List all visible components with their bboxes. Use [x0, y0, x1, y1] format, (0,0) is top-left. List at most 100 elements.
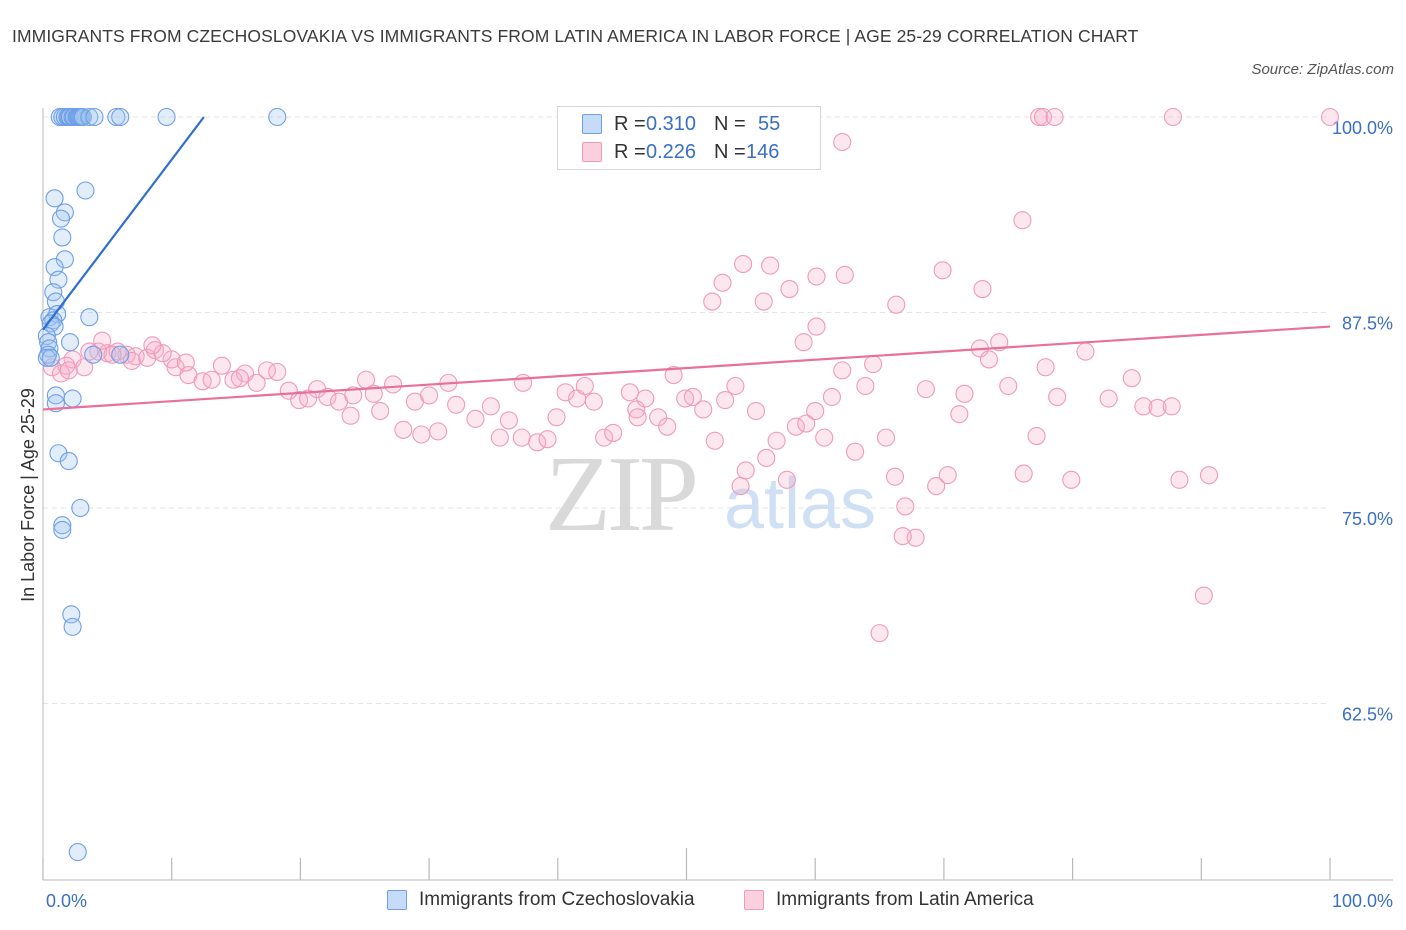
point-latin-america: [604, 423, 623, 442]
point-latin-america: [364, 384, 383, 403]
y-tick-label: 75.0%: [1342, 509, 1393, 529]
point-latin-america: [93, 331, 112, 350]
point-latin-america: [705, 431, 724, 450]
point-latin-america: [1194, 586, 1213, 605]
watermark: ZIP atlas: [545, 435, 876, 554]
point-latin-america: [514, 373, 533, 392]
legend-r-label: R =: [614, 140, 646, 163]
point-latin-america: [59, 361, 78, 380]
legend-row-latin: R = 0.226 N = 146: [582, 140, 779, 164]
point-latin-america: [1045, 107, 1064, 127]
y-axis-label: In Labor Force | Age 25-29: [18, 388, 38, 602]
point-czechoslovakia: [39, 345, 58, 364]
point-latin-america: [1148, 398, 1167, 417]
point-latin-america: [143, 336, 162, 355]
point-latin-america: [584, 392, 603, 411]
point-czechoslovakia: [39, 333, 58, 352]
series-legend: Immigrants from Czechoslovakia Immigrant…: [0, 889, 1406, 915]
point-czechoslovakia: [68, 843, 87, 862]
point-czechoslovakia: [41, 348, 60, 367]
legend-item-czechoslovakia[interactable]: Immigrants from Czechoslovakia: [387, 889, 695, 911]
point-czechoslovakia: [59, 452, 78, 471]
point-czechoslovakia: [63, 617, 82, 636]
point-latin-america: [344, 386, 363, 405]
point-czechoslovakia: [107, 107, 126, 127]
point-latin-america: [767, 431, 786, 450]
point-latin-america: [807, 267, 826, 286]
point-czechoslovakia: [157, 107, 176, 127]
point-latin-america: [786, 417, 805, 436]
point-czechoslovakia: [71, 498, 90, 518]
point-latin-america: [268, 362, 287, 381]
point-latin-america: [1122, 369, 1141, 388]
point-latin-america: [726, 376, 745, 396]
point-latin-america: [429, 422, 448, 441]
legend-n-label: N =: [714, 140, 746, 163]
legend-swatch: [744, 890, 764, 910]
point-latin-america: [394, 420, 413, 439]
point-latin-america: [212, 356, 231, 375]
watermark-atlas: atlas: [724, 464, 876, 544]
point-latin-america: [1030, 107, 1049, 127]
point-latin-america: [927, 477, 946, 496]
legend-n-value: 146: [746, 140, 780, 163]
legend-row-czech: R = 0.310 N = 55: [582, 112, 780, 136]
trend-lines: [42, 116, 1331, 411]
point-latin-america: [247, 373, 266, 392]
point-latin-america: [856, 376, 875, 396]
point-latin-america: [412, 425, 431, 444]
point-latin-america: [1162, 397, 1181, 416]
point-latin-america: [1199, 466, 1219, 485]
point-latin-america: [1163, 107, 1183, 127]
legend-swatch-czech: [582, 114, 602, 134]
point-latin-america: [716, 391, 735, 410]
point-latin-america: [447, 395, 466, 414]
point-latin-america: [887, 295, 906, 314]
point-latin-america: [193, 372, 212, 391]
point-latin-america: [835, 265, 854, 285]
point-latin-america: [797, 414, 816, 433]
point-latin-america: [713, 273, 732, 292]
legend-n-label: N =: [714, 112, 746, 135]
point-latin-america: [955, 384, 974, 403]
point-latin-america: [938, 466, 957, 485]
point-latin-america: [176, 353, 195, 372]
point-latin-america: [973, 279, 992, 299]
legend-item-latin-america[interactable]: Immigrants from Latin America: [744, 889, 1034, 911]
point-latin-america: [664, 366, 683, 385]
point-latin-america: [979, 350, 998, 369]
point-latin-america: [575, 376, 594, 396]
point-czechoslovakia: [44, 311, 63, 330]
point-czechoslovakia: [45, 189, 64, 208]
point-latin-america: [864, 355, 883, 374]
point-latin-america: [1062, 470, 1081, 489]
trendline-latin-america: [42, 325, 1331, 411]
point-czechoslovakia: [51, 209, 71, 228]
point-latin-america: [1027, 427, 1046, 446]
point-czechoslovakia: [53, 520, 72, 539]
point-latin-america: [757, 448, 776, 468]
point-latin-america: [1320, 107, 1340, 127]
point-latin-america: [103, 345, 122, 364]
y-tick-label: 100.0%: [1332, 118, 1393, 138]
point-latin-america: [777, 470, 796, 489]
legend-r-label: R =: [614, 112, 646, 135]
point-latin-america: [490, 428, 509, 447]
point-czechoslovakia: [53, 516, 72, 535]
point-latin-america: [371, 401, 390, 421]
point-latin-america: [658, 417, 677, 436]
x-tick-label: 0.0%: [46, 891, 87, 911]
source-label: Source: ZipAtlas.com: [1251, 61, 1394, 78]
point-latin-america: [466, 409, 485, 428]
point-latin-america: [870, 624, 889, 643]
x-tick-label: 100.0%: [1332, 891, 1393, 911]
series-czechoslovakia: [37, 107, 287, 862]
point-latin-america: [1013, 211, 1032, 230]
legend-r-value: 0.226: [646, 140, 697, 163]
stats-legend: R = 0.310 N = 55 R = 0.226 N = 146: [557, 106, 821, 170]
point-latin-america: [512, 428, 531, 447]
point-latin-america: [595, 428, 614, 447]
point-latin-america: [547, 408, 566, 427]
point-latin-america: [833, 361, 852, 380]
tick-labels: 100.0% 87.5% 75.0% 62.5% 0.0% 100.0%: [46, 118, 1393, 911]
